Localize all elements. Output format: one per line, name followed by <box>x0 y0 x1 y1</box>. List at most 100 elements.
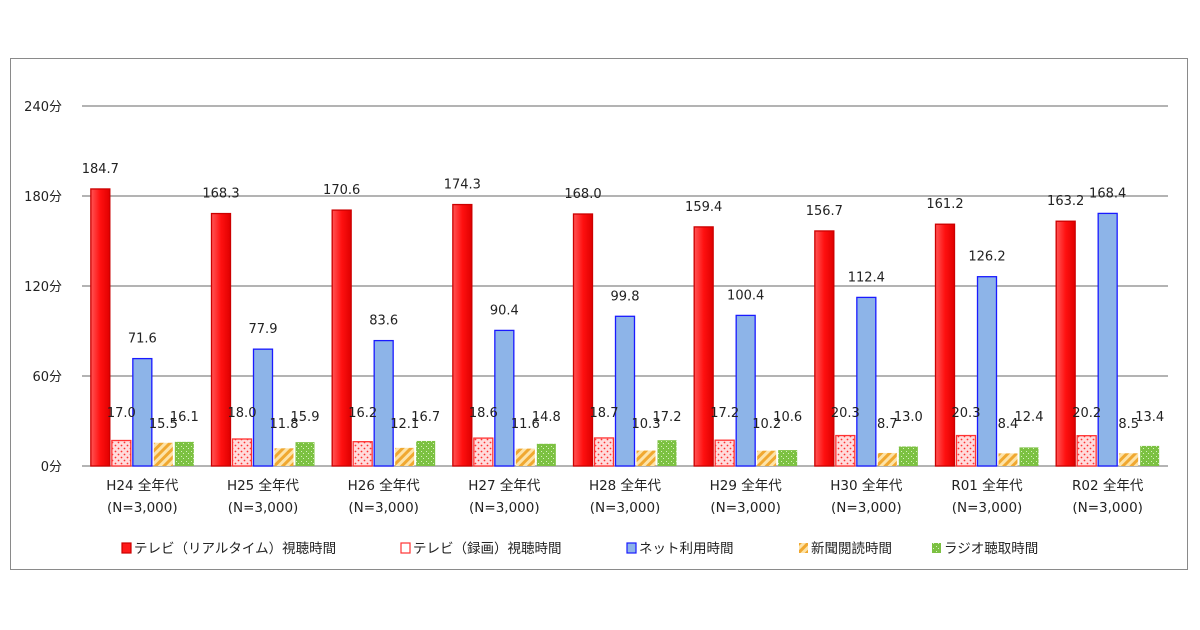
x-category-label: H28 全年代 <box>589 477 662 494</box>
tv-recorded-bar <box>352 441 373 467</box>
legend-swatch <box>121 542 132 554</box>
data-label: 18.0 <box>228 406 257 421</box>
radio-bar <box>778 450 798 466</box>
x-category-label: (N=3,000) <box>590 500 661 516</box>
data-label: 17.2 <box>710 406 739 421</box>
data-label: 156.7 <box>806 204 843 219</box>
legend-swatch <box>799 543 808 553</box>
data-label: 99.8 <box>611 289 640 304</box>
legend-tv-recorded: テレビ（録画）視聴時間 <box>413 541 562 557</box>
radio-bar <box>416 440 436 466</box>
data-label: 126.2 <box>968 250 1005 265</box>
internet-bar <box>1097 212 1118 467</box>
data-label: 170.6 <box>323 183 360 198</box>
newspaper-bar <box>998 453 1018 466</box>
y-tick-label: 60分 <box>32 370 62 385</box>
data-label: 71.6 <box>128 332 157 347</box>
data-label: 8.4 <box>998 417 1019 432</box>
data-label: 18.6 <box>469 406 498 421</box>
data-label: 161.2 <box>926 197 963 212</box>
data-label: 20.2 <box>1072 406 1101 421</box>
legend-radio: ラジオ聴取時間 <box>944 541 1038 557</box>
data-label: 17.2 <box>653 410 682 425</box>
data-label: 8.5 <box>1118 417 1139 432</box>
x-category-label: H30 全年代 <box>830 477 903 494</box>
data-label: 174.3 <box>444 178 481 193</box>
x-category-label: H25 全年代 <box>227 477 300 494</box>
data-label: 90.4 <box>490 303 519 318</box>
radio-bar <box>536 443 556 466</box>
newspaper-bar <box>1119 453 1139 466</box>
data-label: 100.4 <box>727 288 764 303</box>
tv-realtime-bar <box>934 223 956 467</box>
data-label: 13.0 <box>894 410 923 425</box>
x-category-label: H24 全年代 <box>106 477 179 494</box>
newspaper-bar <box>515 448 535 466</box>
tv-recorded-bar <box>714 439 735 467</box>
internet-bar <box>494 329 515 467</box>
radio-bar <box>1140 445 1160 466</box>
internet-bar <box>373 339 394 467</box>
newspaper-bar <box>757 450 777 466</box>
y-tick-label: 120分 <box>24 280 62 295</box>
tv-realtime-bar <box>210 212 232 467</box>
data-label: 11.6 <box>511 417 540 432</box>
data-label: 20.3 <box>831 406 860 421</box>
internet-bar <box>252 348 274 467</box>
tv-recorded-bar <box>473 437 494 467</box>
data-label: 163.2 <box>1047 194 1084 209</box>
tv-recorded-bar <box>111 439 132 467</box>
tv-realtime-bar <box>572 213 594 467</box>
legend-swatch <box>932 543 941 553</box>
tv-realtime-bar <box>814 230 835 467</box>
newspaper-bar <box>153 442 173 466</box>
data-label: 17.0 <box>107 406 136 421</box>
legend-swatch <box>626 542 637 554</box>
data-label: 184.7 <box>82 162 119 177</box>
radio-bar <box>174 441 194 466</box>
internet-bar <box>976 276 998 467</box>
data-label: 16.2 <box>348 406 377 421</box>
tv-recorded-bar <box>231 438 253 467</box>
newspaper-bar <box>274 448 294 466</box>
data-label: 10.3 <box>632 417 661 432</box>
data-label: 83.6 <box>369 314 398 329</box>
data-label: 11.8 <box>270 417 299 432</box>
tv-realtime-bar <box>90 188 111 467</box>
y-tick-label: 240分 <box>24 100 62 115</box>
tv-realtime-bar <box>452 203 473 467</box>
data-label: 12.4 <box>1015 410 1044 425</box>
radio-bar <box>898 446 918 466</box>
tv-recorded-bar <box>593 437 615 467</box>
x-category-label: (N=3,000) <box>107 500 178 516</box>
newspaper-bar <box>877 452 897 466</box>
legend-tv-realtime: テレビ（リアルタイム）視聴時間 <box>134 541 336 557</box>
data-label: 159.4 <box>685 200 722 215</box>
legend-internet: ネット利用時間 <box>639 541 734 557</box>
data-label: 16.7 <box>411 410 440 425</box>
data-label: 14.8 <box>532 410 561 425</box>
tv-recorded-bar <box>1076 435 1097 467</box>
data-label: 168.3 <box>202 187 239 202</box>
x-category-label: R01 全年代 <box>951 477 1023 494</box>
x-category-label: (N=3,000) <box>469 500 540 516</box>
internet-bar <box>132 357 153 467</box>
data-label: 112.4 <box>848 270 885 285</box>
data-label: 10.6 <box>773 410 802 425</box>
data-label: 12.1 <box>390 417 419 432</box>
data-label: 15.5 <box>149 417 178 432</box>
tv-recorded-bar <box>835 434 856 467</box>
data-label: 13.4 <box>1135 410 1164 425</box>
y-tick-label: 180分 <box>24 190 62 205</box>
x-category-label: H27 全年代 <box>468 477 541 494</box>
radio-bar <box>1019 447 1039 466</box>
x-category-label: (N=3,000) <box>1072 500 1143 516</box>
data-label: 18.7 <box>590 406 619 421</box>
tv-realtime-bar <box>1055 220 1076 467</box>
newspaper-bar <box>636 450 656 466</box>
x-category-label: H29 全年代 <box>710 477 783 494</box>
x-category-label: H26 全年代 <box>348 477 421 494</box>
data-label: 10.2 <box>752 417 781 432</box>
radio-bar <box>657 440 677 466</box>
